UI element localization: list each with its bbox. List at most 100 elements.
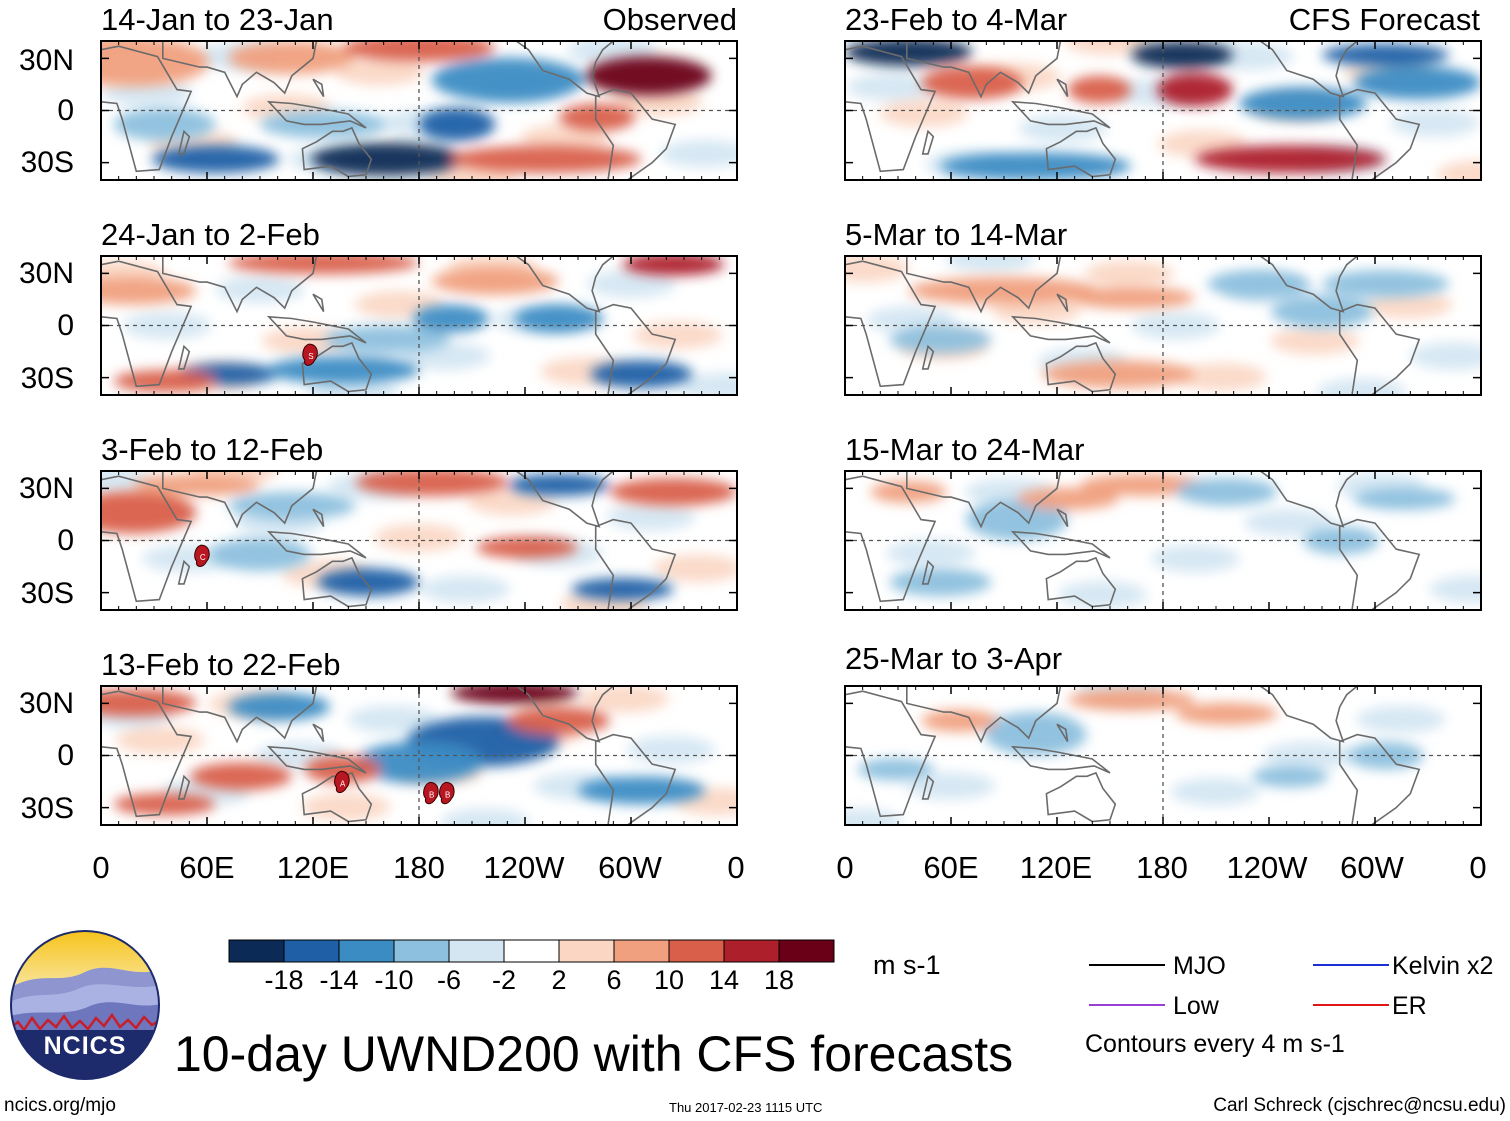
tropical-cyclone-icon: B	[439, 781, 455, 805]
wind-anomaly-blob	[1252, 765, 1329, 788]
wind-anomaly-blob	[431, 57, 585, 103]
wind-anomaly-blob	[1353, 487, 1456, 510]
wind-anomaly-blob	[1322, 269, 1450, 298]
x-tick-right: 120W	[1226, 850, 1308, 885]
coastlines	[845, 41, 1421, 180]
colorbar-label: 10	[653, 965, 685, 995]
footer-credit: Carl Schreck (cjschrec@ncsu.edu)	[1213, 1095, 1506, 1116]
colorbar-units: m s-1	[873, 950, 941, 980]
wind-anomaly-blob	[508, 473, 610, 497]
x-tick-right: 0	[836, 850, 854, 885]
footer-timestamp: Thu 2017-02-23 1115 UTC	[669, 1100, 823, 1115]
colorbar	[228, 939, 835, 963]
wind-anomaly-blob	[228, 692, 330, 721]
coastlines	[845, 686, 1421, 825]
tropical-cyclone-label: C	[200, 553, 206, 562]
wind-anomaly-blob	[101, 688, 197, 717]
map-panel-obs4: A B B	[100, 685, 738, 826]
wind-anomaly-blob	[304, 755, 381, 784]
wind-anomaly-blob	[921, 709, 998, 732]
tropical-cyclone-icon: S	[302, 343, 318, 366]
tropical-cyclone-label: A	[340, 779, 346, 788]
colorbar-swatch	[228, 939, 285, 963]
wind-anomaly-blob	[355, 741, 483, 784]
wind-anomaly-blob	[1353, 66, 1481, 100]
tropical-cyclone-icon: B	[423, 781, 439, 805]
legend-label-er: ER	[1392, 992, 1427, 1020]
observed-label: Observed	[602, 2, 737, 37]
x-tick-left: 0	[92, 850, 110, 885]
wind-anomaly-blob	[113, 107, 216, 142]
wind-anomaly-blob	[889, 568, 992, 597]
logo-text: NCICS	[44, 1032, 127, 1060]
wind-anomaly-blob	[578, 776, 706, 805]
y-tick-30s: 30S	[20, 146, 74, 179]
contour-note: Contours every 4 m s-1	[1085, 1030, 1345, 1058]
wind-anomaly-blob	[921, 66, 1024, 100]
tropical-cyclone-icon: A	[334, 770, 350, 794]
footer-url[interactable]: ncics.org/mjo	[4, 1095, 116, 1116]
wind-anomaly-blob	[1239, 86, 1367, 121]
wind-anomaly-blob	[857, 758, 935, 781]
panel-title-obs3: 3-Feb to 12-Feb	[101, 432, 324, 467]
y-tick-30n: 30N	[18, 472, 74, 505]
coastlines	[101, 256, 677, 395]
wind-anomaly-blob	[419, 107, 496, 142]
wind-anomaly-blob	[317, 568, 419, 597]
wind-anomaly-blob	[101, 276, 197, 305]
wind-anomaly-blob	[228, 41, 356, 75]
y-tick-0: 0	[57, 524, 74, 557]
wind-anomaly-blob	[1175, 477, 1278, 506]
ncics-logo: NCICS	[10, 930, 160, 1080]
wind-anomaly-blob	[1271, 294, 1373, 329]
wind-anomaly-blob	[1131, 41, 1233, 69]
x-tick-left: 60E	[179, 850, 235, 885]
colorbar-swatch	[778, 939, 835, 963]
x-tick-right: 0	[1469, 850, 1487, 885]
forecast-label: CFS Forecast	[1288, 2, 1480, 37]
wind-anomaly-blob	[1080, 473, 1208, 497]
wind-anomaly-blob	[1067, 286, 1195, 309]
y-tick-30s: 30S	[20, 792, 74, 825]
y-tick-30s: 30S	[20, 362, 74, 395]
wind-anomaly-blob	[1194, 145, 1386, 174]
wind-anomaly-blob	[450, 686, 578, 705]
wind-anomaly-blob	[845, 41, 973, 67]
wind-anomaly-blob	[889, 325, 992, 354]
tropical-cyclone-label: S	[308, 352, 313, 361]
colorbar-swatch	[613, 939, 670, 963]
colorbar-label: -14	[319, 965, 359, 995]
colorbar-swatch	[558, 939, 615, 963]
tropical-cyclone-icon: C	[194, 544, 210, 567]
x-tick-left: 0	[727, 850, 745, 885]
wind-anomaly-blob	[1067, 688, 1195, 712]
panel-title-fc3: 15-Mar to 24-Mar	[845, 432, 1085, 467]
x-tick-right: 120E	[1019, 850, 1093, 885]
map-panel-obs3: C	[100, 470, 738, 611]
wind-anomaly-blob	[622, 256, 725, 276]
wind-anomaly-blob	[113, 369, 216, 393]
wind-anomaly-blob	[1322, 43, 1450, 67]
wind-anomaly-blob	[355, 471, 509, 497]
x-tick-left: 60W	[598, 850, 662, 885]
wind-anomaly-blob	[609, 477, 737, 506]
x-tick-right: 180	[1136, 850, 1188, 885]
x-tick-right: 60W	[1340, 850, 1404, 885]
coastlines	[845, 471, 1421, 610]
map-panel-fc1	[844, 40, 1482, 181]
coastlines	[845, 256, 1421, 395]
wind-anomaly-blob	[1347, 741, 1424, 770]
colorbar-label: 6	[606, 965, 622, 995]
y-tick-30n: 30N	[18, 257, 74, 290]
wind-anomaly-blob	[476, 536, 578, 559]
wind-anomaly-blob	[151, 145, 280, 174]
wind-anomaly-blob	[228, 256, 419, 275]
x-tick-left: 120E	[276, 850, 350, 885]
panel-title-obs4: 13-Feb to 22-Feb	[101, 647, 341, 682]
y-tick-30s: 30S	[20, 577, 74, 610]
colorbar-swatch	[503, 939, 560, 963]
x-tick-right: 60E	[923, 850, 979, 885]
wind-anomaly-blob	[571, 578, 674, 601]
y-tick-0: 0	[57, 94, 74, 127]
